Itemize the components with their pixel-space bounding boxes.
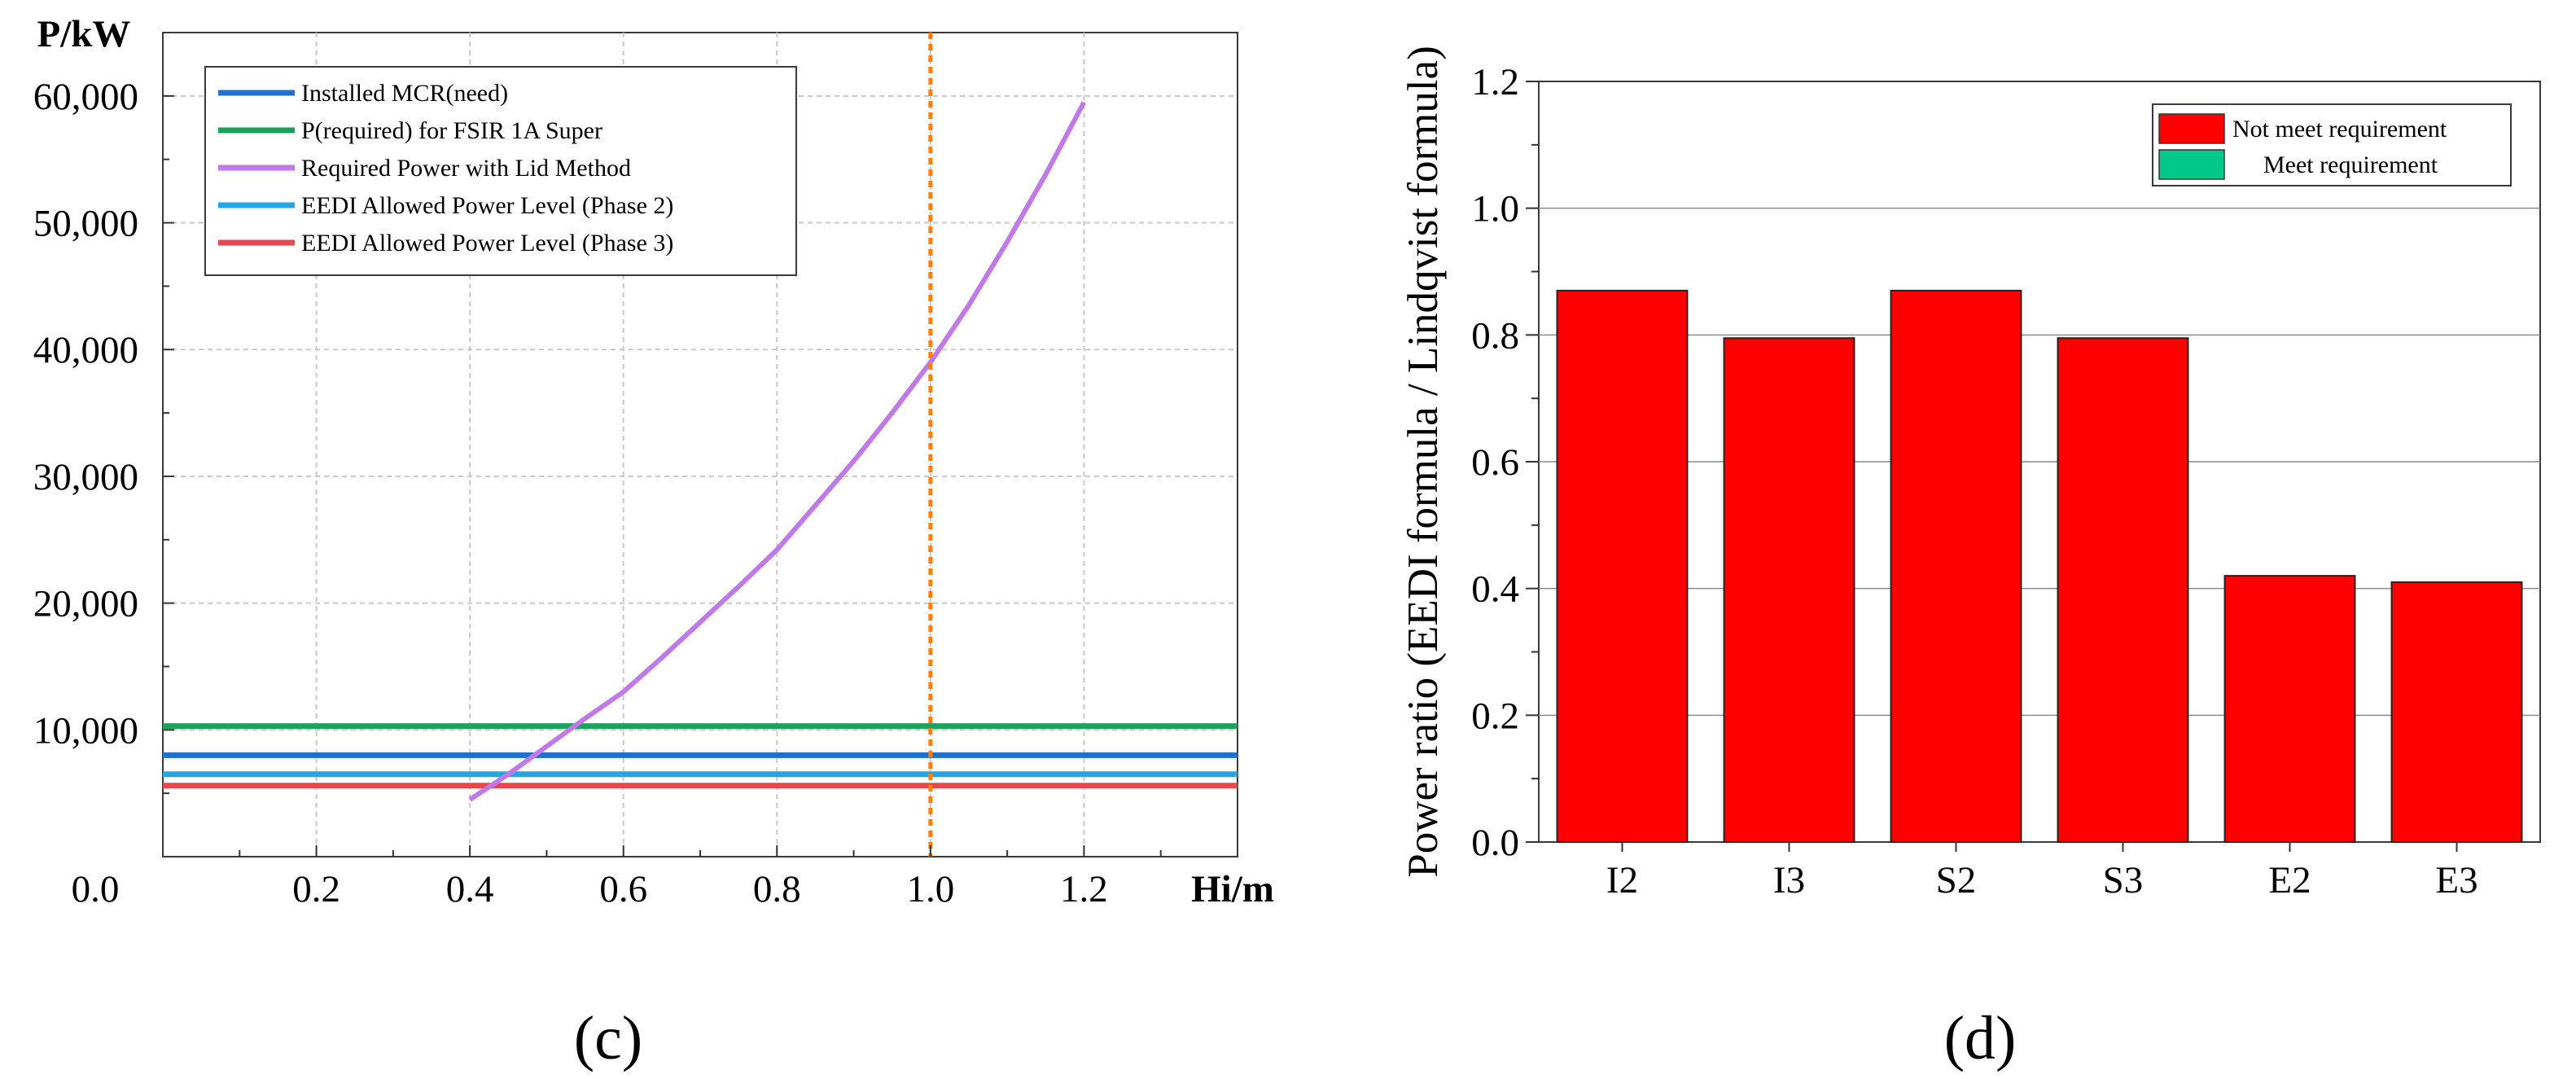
y-axis-title-d: Power ratio (EEDI formula / Lindqvist fo… (1400, 46, 1447, 877)
x-tick-label: E2 (2268, 859, 2311, 901)
y-tick-labels-d: 0.0 0.2 0.4 0.6 0.8 1.0 1.2 (1471, 61, 1519, 864)
x-tick-label: 0.4 (446, 868, 494, 910)
legend-swatch-d (2158, 149, 2225, 180)
x-tick-label: S2 (1936, 859, 1977, 901)
x-tick-label: 0.2 (292, 868, 340, 910)
bars-d (1556, 289, 2523, 844)
bar-e3 (2390, 581, 2523, 844)
legend-label-c: EEDI Allowed Power Level (Phase 3) (301, 230, 673, 257)
legend-box-c (204, 66, 797, 276)
y-tick-label: 0.2 (1471, 695, 1519, 737)
line-chart-c: 0.2 0.4 0.6 0.8 1.0 1.2 10,000 20,000 30,000 40,… (33, 13, 1274, 1072)
legend-label-d: Meet requirement (2263, 151, 2438, 178)
y-tick-label: 0.6 (1471, 441, 1519, 484)
series-line-required-power-with-lid-method (468, 101, 1087, 802)
x-tick-label: 0.6 (599, 868, 647, 910)
tick-marks-c (163, 94, 1162, 857)
legend-c: Installed MCR(need) P(required) for FSIR … (204, 66, 797, 276)
x-tick-label: S3 (2103, 859, 2144, 901)
panel-label-d: (d) (1944, 1004, 2017, 1072)
y-tick-label: 1.2 (1471, 61, 1519, 103)
tick-marks-d (1526, 81, 2458, 852)
x-tick-label: 1.2 (1060, 868, 1108, 910)
y-tick-label: 20,000 (33, 583, 138, 625)
bar-s2 (1890, 289, 2022, 844)
y-tick-label: 1.0 (1471, 188, 1519, 230)
y-tick-label: 60,000 (33, 76, 138, 118)
y-tick-label: 10,000 (33, 709, 138, 752)
origin-label-c: 0.0 (72, 868, 120, 910)
y-axis-title-c: P/kW (37, 13, 131, 55)
x-tick-label: I3 (1773, 859, 1805, 901)
y-tick-label: 0.0 (1471, 822, 1519, 864)
series-lines-c (163, 33, 1238, 857)
y-tick-label: 30,000 (33, 456, 138, 498)
x-tick-labels-d: I2 I3 S2 S3 E2 E3 (1606, 859, 2478, 901)
y-tick-label: 50,000 (33, 203, 138, 245)
legend-d: Not meet requirement Meet requirement (2152, 103, 2512, 186)
legend-label-d: Not meet requirement (2232, 116, 2447, 143)
legend-swatch-d (2158, 113, 2225, 144)
bar-i2 (1556, 289, 1689, 844)
legend-label-c: EEDI Allowed Power Level (Phase 2) (301, 192, 673, 219)
panel-label-c: (c) (574, 1004, 642, 1072)
x-tick-label: 1.0 (906, 868, 954, 910)
legend-label-c: Required Power with Lid Method (301, 155, 631, 182)
legend-label-c: P(required) for FSIR 1A Super (301, 117, 602, 144)
bar-s3 (2057, 337, 2189, 844)
bar-e2 (2223, 575, 2356, 843)
x-axis-title-c: Hi/m (1191, 868, 1274, 910)
grid-d (1539, 207, 2540, 717)
bar-chart-d: 0.0 0.2 0.4 0.6 0.8 1.0 1.2 I2 I3 S2 S3 E2 E3 Power… (1400, 46, 2541, 1072)
y-tick-label: 0.4 (1471, 568, 1519, 611)
x-tick-label: I2 (1606, 859, 1638, 901)
y-tick-label: 0.8 (1471, 314, 1519, 357)
y-tick-label: 40,000 (33, 329, 138, 371)
x-tick-labels-c: 0.2 0.4 0.6 0.8 1.0 1.2 (292, 868, 1108, 910)
y-tick-labels-c: 10,000 20,000 30,000 40,000 50,000 60,000 (33, 76, 138, 752)
bar-i3 (1723, 337, 1855, 844)
x-tick-label: 0.8 (753, 868, 801, 910)
x-tick-label: E3 (2435, 859, 2477, 901)
legend-label-c: Installed MCR(need) (301, 80, 508, 107)
